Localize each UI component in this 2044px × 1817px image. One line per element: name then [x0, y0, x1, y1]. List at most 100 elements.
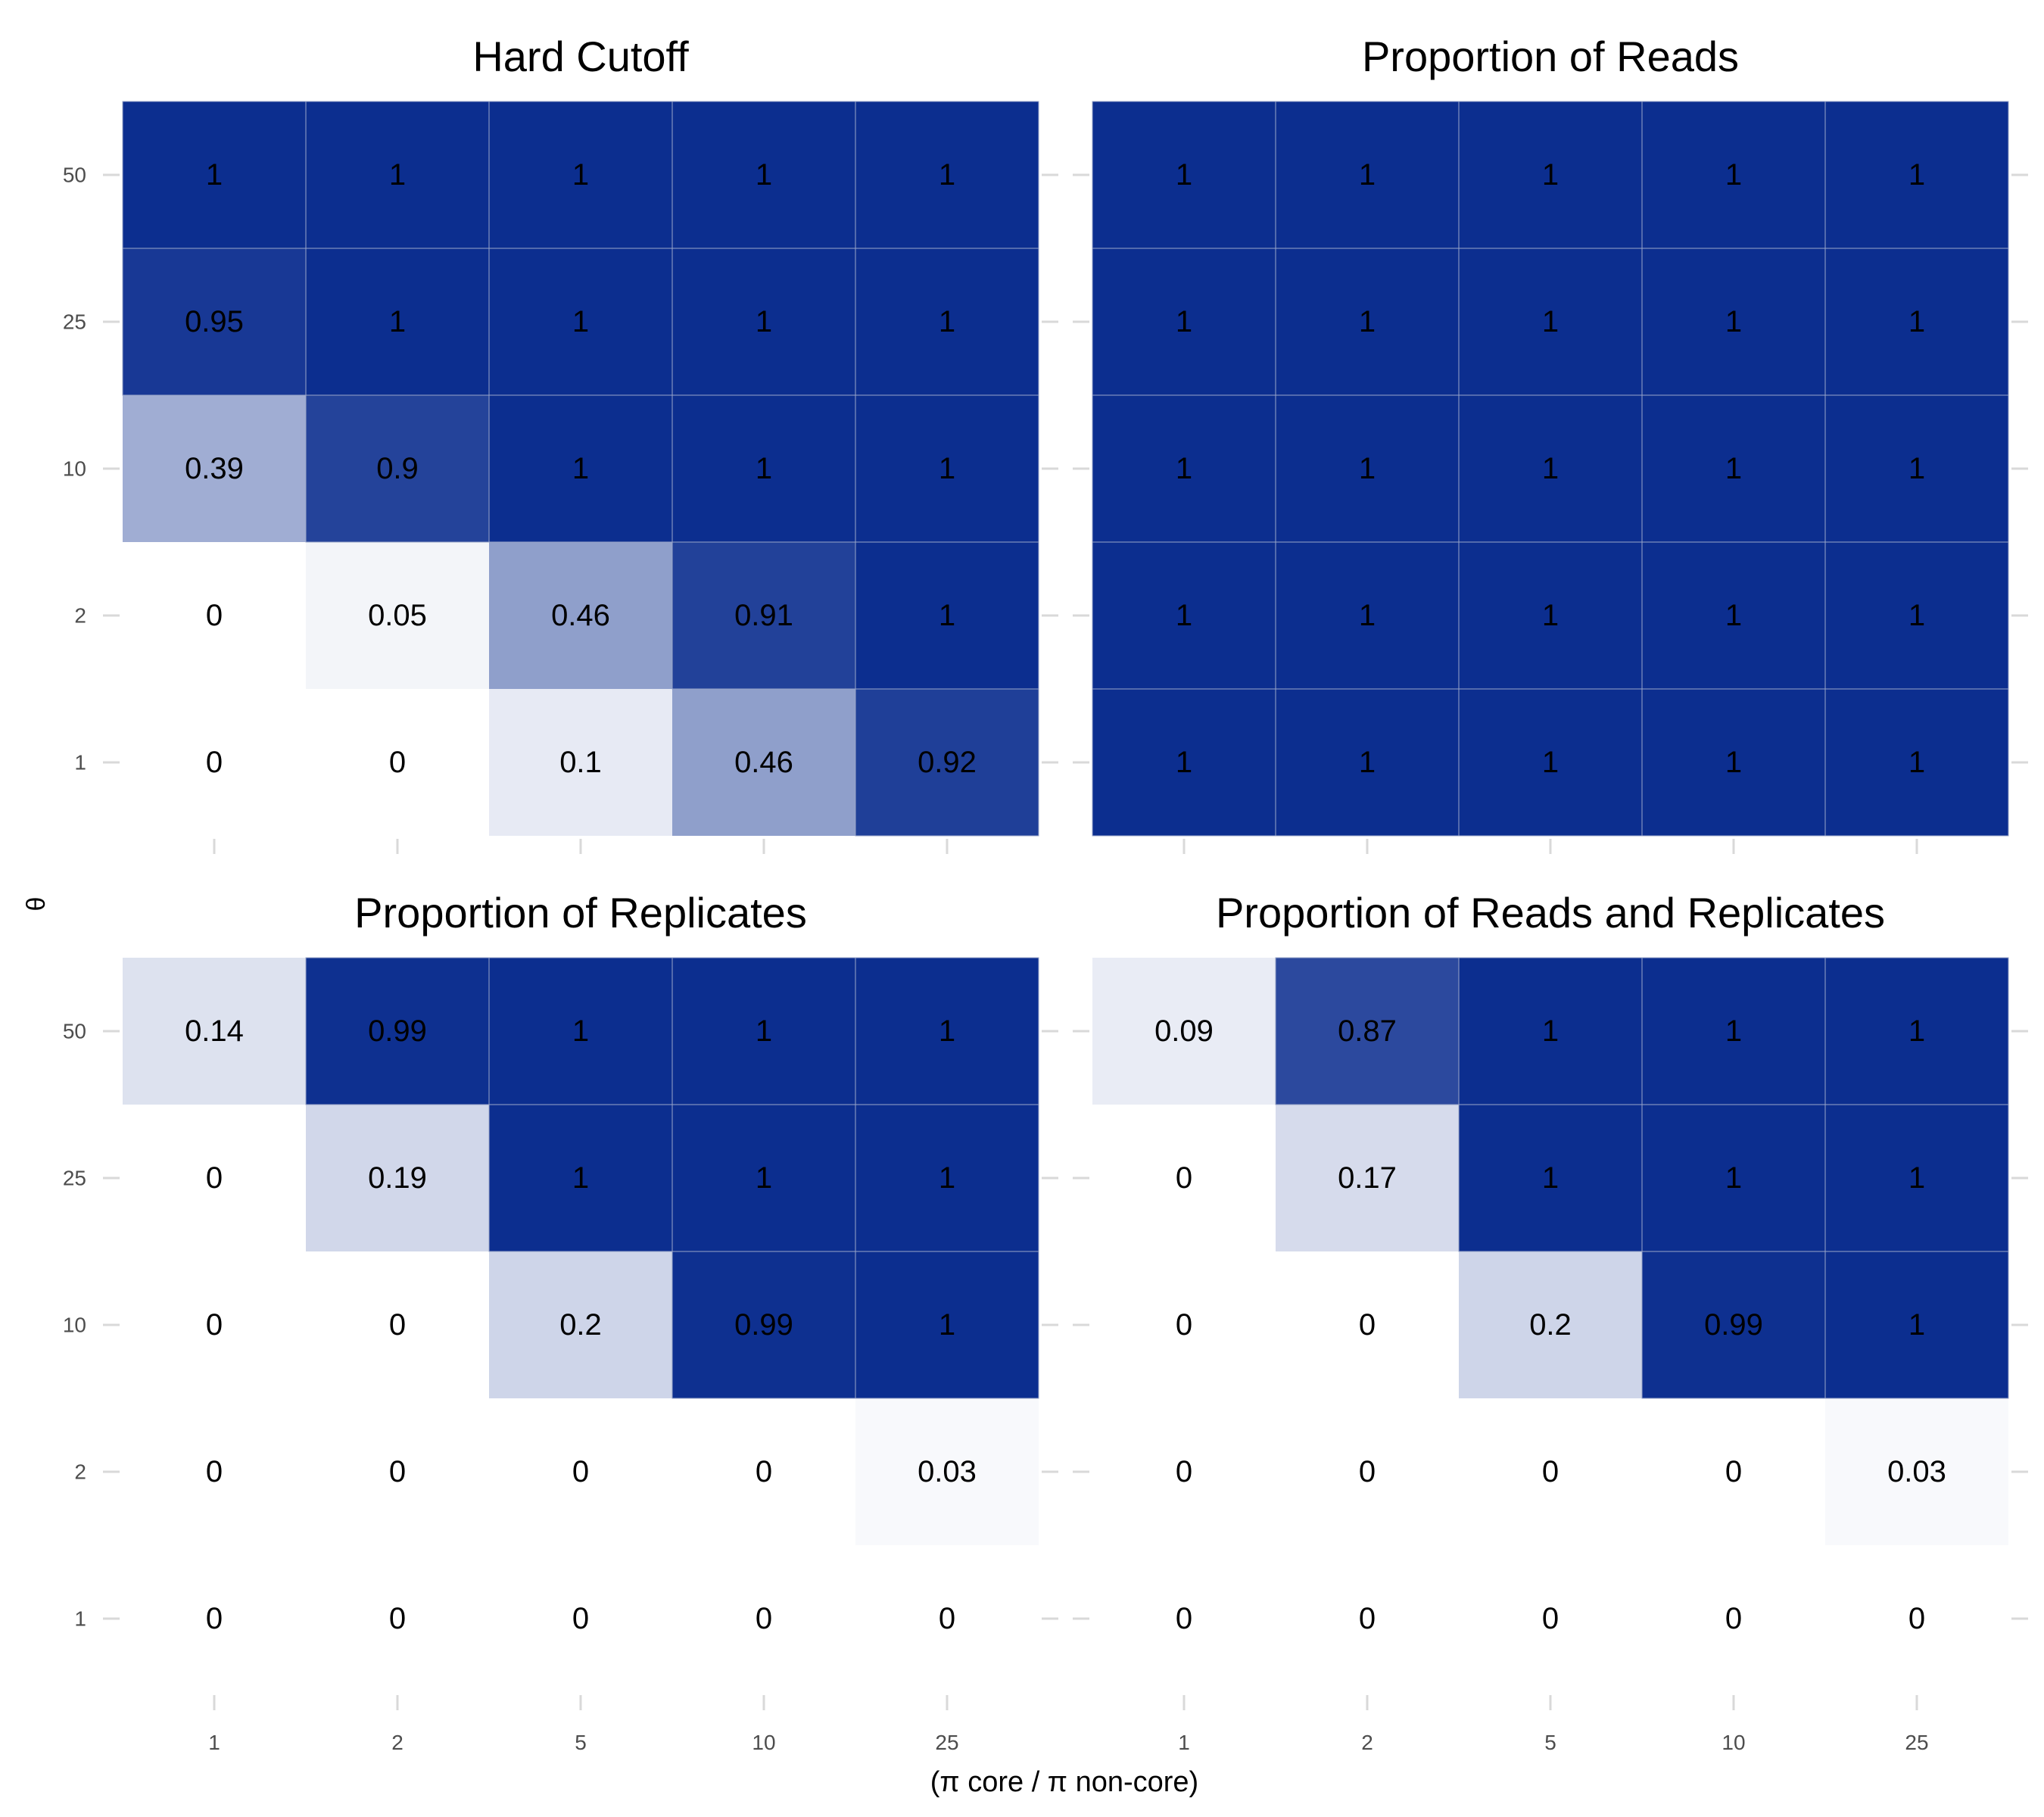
cell-value-label: 1 — [1542, 452, 1559, 485]
heatmap-cell — [1824, 688, 2009, 837]
heatmap-cell — [1641, 957, 1826, 1105]
heatmap-cell — [671, 248, 856, 396]
heatmap-cell — [488, 101, 673, 249]
cell-value-label: 0.2 — [1529, 1308, 1572, 1342]
heatmap-cell — [1092, 1545, 1276, 1692]
y-tick-label: 1 — [74, 751, 86, 774]
x-tick-label: 5 — [575, 1731, 587, 1754]
heatmap-cell — [1642, 1398, 1825, 1545]
heatmap-panel-3: Proportion of Replicates 0 0 0 0 0 0 0 0 0 0.03 0 0 0… — [63, 889, 1058, 1754]
heatmap-cell — [855, 957, 1039, 1105]
cell-value-label: 1 — [1359, 305, 1376, 338]
cell-value-label: 0 — [1176, 1308, 1192, 1342]
cell-value-label: 1 — [1542, 158, 1559, 192]
heatmap-cell — [305, 101, 490, 249]
heatmap-cell — [1825, 1398, 2008, 1545]
panel-title: Proportion of Replicates — [354, 889, 807, 937]
heatmap-cell — [1275, 688, 1460, 837]
cell-value-label: 1 — [939, 1014, 955, 1048]
heatmap-panel-4: Proportion of Reads and Replicates 0 0 0 0 0 0… — [1073, 889, 2028, 1754]
heatmap-cell — [1276, 1545, 1459, 1692]
heatmap-cell — [489, 542, 672, 689]
cell-value-label: 0.03 — [1887, 1455, 1946, 1488]
cell-value-label: 1 — [1908, 599, 1925, 632]
cell-value-label: 0.46 — [551, 599, 610, 632]
heatmap-cell — [1092, 101, 1276, 249]
heatmap-cell — [855, 1545, 1039, 1692]
cell-value-label: 1 — [572, 452, 589, 485]
cell-value-label: 1 — [1359, 746, 1376, 779]
cell-value-label: 0.14 — [185, 1014, 244, 1048]
cell-value-label: 0 — [206, 1455, 223, 1488]
heatmap-cell — [1459, 1398, 1642, 1545]
cell-value-label: 0 — [1176, 1161, 1192, 1195]
heatmap-cell — [489, 1398, 672, 1545]
heatmap-cell — [1458, 957, 1643, 1105]
x-tick-label: 2 — [1361, 1731, 1373, 1754]
heatmap-cell — [1092, 248, 1276, 396]
heatmap-cell — [855, 248, 1039, 396]
heatmap-cell — [671, 957, 856, 1105]
heatmap-cell — [1824, 1104, 2009, 1252]
cell-value-label: 0 — [389, 746, 406, 779]
cell-value-label: 0.9 — [376, 452, 419, 485]
heatmap-cell — [306, 689, 489, 836]
heatmap-cell — [123, 689, 306, 836]
cell-value-label: 0 — [1542, 1455, 1559, 1488]
heatmap-cell — [1276, 1105, 1459, 1251]
heatmap-cell — [855, 1251, 1039, 1399]
cell-value-label: 1 — [1908, 452, 1925, 485]
heatmap-cell — [1824, 957, 2009, 1105]
cell-value-label: 0 — [939, 1602, 955, 1635]
heatmap-cell — [1092, 958, 1276, 1105]
cell-value-label: 1 — [1725, 746, 1742, 779]
cell-value-label: 1 — [1908, 1161, 1925, 1195]
cell-value-label: 1 — [756, 158, 772, 192]
cell-value-label: 1 — [1359, 158, 1376, 192]
heatmap-cell — [1458, 541, 1643, 690]
cell-value-label: 1 — [1908, 158, 1925, 192]
cell-value-label: 0.92 — [918, 746, 977, 779]
cell-value-label: 1 — [939, 305, 955, 338]
cell-value-label: 1 — [1176, 746, 1192, 779]
heatmap-cell — [1641, 541, 1826, 690]
heatmap-cell — [1824, 541, 2009, 690]
cell-value-label: 0.17 — [1338, 1161, 1397, 1195]
heatmap-cell — [671, 101, 856, 249]
cell-value-label: 0.05 — [368, 599, 427, 632]
heatmap-cell — [671, 1251, 856, 1399]
heatmap-cell — [305, 248, 490, 396]
heatmap-cell — [122, 101, 307, 249]
y-tick-label: 50 — [63, 164, 86, 187]
heatmap-cell — [1459, 1545, 1642, 1692]
cell-value-label: 1 — [756, 1014, 772, 1048]
heatmap-cell — [1275, 101, 1460, 249]
cell-value-label: 1 — [939, 1308, 955, 1342]
cell-value-label: 0.99 — [368, 1014, 427, 1048]
cell-value-label: 0 — [206, 1161, 223, 1195]
heatmap-cell — [672, 1545, 855, 1692]
cell-value-label: 0 — [1542, 1602, 1559, 1635]
cell-value-label: 1 — [1908, 1308, 1925, 1342]
heatmap-cell — [1458, 394, 1643, 543]
heatmap-cell — [1275, 394, 1460, 543]
y-tick-label: 10 — [63, 1314, 86, 1337]
heatmap-cell — [1092, 1398, 1276, 1545]
cell-value-label: 0 — [206, 1308, 223, 1342]
x-axis-title: (π core / π non-core) — [930, 1766, 1198, 1798]
panel-title: Proportion of Reads — [1362, 33, 1739, 80]
y-axis-title: θ — [22, 897, 51, 912]
heatmap-cell — [306, 1251, 489, 1398]
panel-title: Hard Cutoff — [472, 33, 689, 80]
cell-value-label: 0.46 — [734, 746, 793, 779]
cell-value-label: 1 — [1359, 599, 1376, 632]
cell-value-label: 0.19 — [368, 1161, 427, 1195]
cell-value-label: 1 — [389, 305, 406, 338]
cell-value-label: 1 — [1725, 599, 1742, 632]
panel-title: Proportion of Reads and Replicates — [1216, 889, 1885, 937]
cell-value-label: 1 — [1908, 305, 1925, 338]
cell-value-label: 0.2 — [559, 1308, 602, 1342]
cell-value-label: 1 — [756, 1161, 772, 1195]
heatmap-cell — [855, 541, 1039, 690]
